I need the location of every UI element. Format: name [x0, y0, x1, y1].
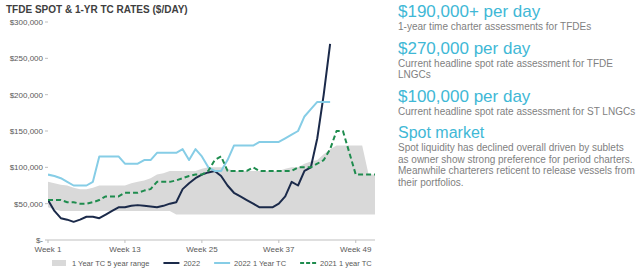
series-line	[48, 131, 375, 204]
legend-label: 2021 1 year TC	[320, 259, 372, 268]
y-tick-label: $-	[36, 236, 43, 245]
panel-text: 1-year time charter assessments for TFDE…	[398, 21, 636, 33]
y-tick-label: $100,000	[10, 163, 44, 172]
panel-headline: $100,000 per day	[398, 87, 636, 106]
panel-text: Current headline spot rate assessment fo…	[398, 58, 636, 81]
panel-text: Spot liquidity has declined overall driv…	[398, 142, 636, 188]
panel-headline: $270,000 per day	[398, 39, 636, 58]
y-tick-label: $250,000	[10, 54, 44, 63]
chart-title: TFDE SPOT & 1-YR TC RATES ($/DAY)	[6, 4, 188, 15]
legend-label: 2022	[183, 259, 200, 268]
legend-swatch	[52, 260, 66, 266]
x-tick-label: Week 1	[35, 245, 63, 254]
y-tick-label: $50,000	[14, 200, 43, 209]
x-tick	[355, 240, 356, 243]
plot-area	[48, 44, 375, 222]
legend-swatch	[300, 262, 316, 264]
range-band	[48, 146, 375, 215]
x-tick-label: Week 13	[109, 245, 141, 254]
chart: TFDE SPOT & 1-YR TC RATES ($/DAY) $- $50,0…	[0, 0, 392, 271]
legend-swatch	[163, 262, 179, 264]
panel-headline: $190,000+ per day	[398, 2, 636, 21]
x-tick-label: Week 49	[340, 245, 372, 254]
x-tick	[278, 240, 279, 243]
panel-text: Current headline spot rate assessment fo…	[398, 106, 636, 118]
y-tick-label: $200,000	[10, 91, 44, 100]
x-tick-label: Week 37	[263, 245, 295, 254]
series-line	[48, 44, 330, 222]
legend-swatch	[214, 262, 230, 264]
x-tick	[201, 240, 202, 243]
legend-label: 2022 1 Year TC	[234, 259, 287, 268]
side-panel: $190,000+ per day1-year time charter ass…	[398, 0, 636, 194]
x-tick	[124, 240, 125, 243]
x-tick-label: Week 25	[186, 245, 218, 254]
legend-label: 1 Year TC 5 year range	[72, 259, 149, 268]
x-axis	[48, 240, 375, 241]
y-tick-label: $150,000	[10, 127, 44, 136]
x-tick	[48, 240, 49, 243]
legend: 1 Year TC 5 year range 2022 2022 1 Year TC…	[52, 259, 372, 268]
y-tick-label: $300,000	[10, 18, 44, 27]
series-line	[48, 102, 330, 186]
panel-headline: Spot market	[398, 123, 636, 142]
